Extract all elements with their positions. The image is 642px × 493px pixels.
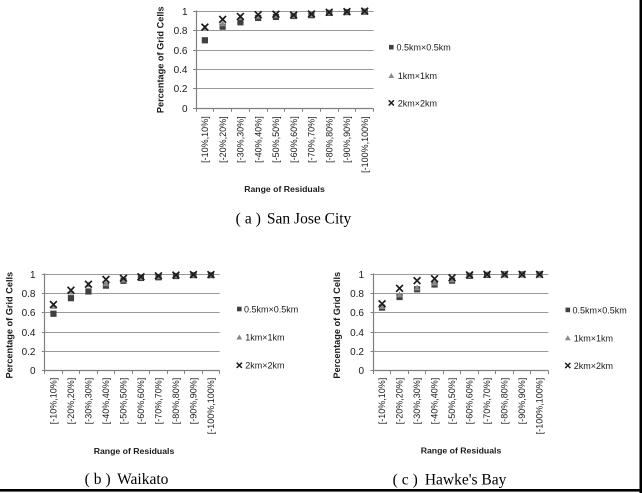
svg-text:[-60%,60%]: [-60%,60%]	[136, 378, 146, 425]
svg-text:0: 0	[182, 104, 188, 115]
svg-text:[-40%,40%]: [-40%,40%]	[430, 378, 440, 425]
svg-text:[-90%,90%]: [-90%,90%]	[517, 378, 527, 425]
svg-text:0.2: 0.2	[174, 84, 188, 95]
svg-text:[-30%,30%]: [-30%,30%]	[84, 378, 94, 425]
svg-text:(c)Hawke's Bay: (c) Hawke's Bay	[393, 472, 507, 489]
svg-text:[-50%,50%]: [-50%,50%]	[271, 116, 281, 163]
svg-text:Percentage of Grid Cells: Percentage of Grid Cells	[155, 6, 165, 113]
svg-text:[-60%,60%]: [-60%,60%]	[465, 378, 475, 425]
svg-text:[-10%,10%]: [-10%,10%]	[49, 378, 59, 425]
svg-text:[-100%,100%]: [-100%,100%]	[206, 378, 216, 435]
svg-text:1km×1km: 1km×1km	[398, 71, 437, 81]
svg-text:1: 1	[358, 270, 364, 281]
svg-text:Percentage of Grid Cells: Percentage of Grid Cells	[4, 272, 14, 379]
svg-text:0.4: 0.4	[350, 328, 364, 339]
svg-text:1km×1km: 1km×1km	[245, 333, 284, 343]
svg-text:2km×2km: 2km×2km	[398, 98, 437, 108]
svg-text:1: 1	[30, 270, 36, 281]
svg-text:1: 1	[182, 7, 188, 18]
svg-text:[-100%,100%]: [-100%,100%]	[360, 116, 370, 173]
svg-text:0.6: 0.6	[174, 46, 188, 57]
svg-text:[-50%,50%]: [-50%,50%]	[119, 378, 129, 425]
svg-text:0.6: 0.6	[22, 308, 36, 319]
svg-text:0.5km×0.5km: 0.5km×0.5km	[573, 305, 627, 315]
svg-text:[-100%,100%]: [-100%,100%]	[535, 378, 545, 435]
svg-text:[-10%,10%]: [-10%,10%]	[200, 116, 210, 163]
svg-text:0: 0	[358, 366, 364, 377]
svg-text:[-20%,20%]: [-20%,20%]	[66, 378, 76, 425]
svg-text:[-80%,80%]: [-80%,80%]	[500, 378, 510, 425]
svg-text:[-20%,20%]: [-20%,20%]	[218, 116, 228, 163]
svg-text:0.5km×0.5km: 0.5km×0.5km	[244, 304, 298, 314]
svg-text:0.4: 0.4	[174, 65, 188, 76]
svg-text:2km×2km: 2km×2km	[245, 361, 284, 371]
svg-text:0.8: 0.8	[350, 289, 364, 300]
svg-text:Range of Residuals: Range of Residuals	[94, 446, 175, 456]
svg-text:0: 0	[30, 366, 36, 377]
svg-text:Range of Residuals: Range of Residuals	[421, 446, 502, 456]
svg-text:[-40%,40%]: [-40%,40%]	[253, 116, 263, 163]
svg-text:(a)San Jose City: (a) San Jose City	[236, 210, 352, 227]
svg-text:[-30%,30%]: [-30%,30%]	[412, 378, 422, 425]
svg-text:Range of Residuals: Range of Residuals	[244, 184, 325, 194]
svg-text:[-90%,90%]: [-90%,90%]	[189, 378, 199, 425]
svg-text:[-80%,80%]: [-80%,80%]	[324, 116, 334, 163]
svg-text:[-70%,70%]: [-70%,70%]	[482, 378, 492, 425]
svg-text:[-40%,40%]: [-40%,40%]	[101, 378, 111, 425]
svg-text:0.5km×0.5km: 0.5km×0.5km	[397, 43, 451, 53]
svg-text:[-70%,70%]: [-70%,70%]	[154, 378, 164, 425]
svg-text:[-30%,30%]: [-30%,30%]	[236, 116, 246, 163]
svg-text:0.8: 0.8	[22, 289, 36, 300]
svg-text:[-60%,60%]: [-60%,60%]	[289, 116, 299, 163]
svg-text:[-80%,80%]: [-80%,80%]	[171, 378, 181, 425]
svg-text:0.6: 0.6	[350, 308, 364, 319]
svg-text:0.4: 0.4	[22, 328, 36, 339]
svg-text:0.8: 0.8	[174, 26, 188, 37]
svg-text:(b)Waikato: (b) Waikato	[85, 471, 169, 488]
svg-text:2km×2km: 2km×2km	[574, 361, 613, 371]
svg-text:[-90%,90%]: [-90%,90%]	[342, 116, 352, 163]
svg-text:Percentage of Grid Cells: Percentage of Grid Cells	[332, 272, 342, 379]
svg-text:[-20%,20%]: [-20%,20%]	[395, 378, 405, 425]
svg-text:[-50%,50%]: [-50%,50%]	[447, 378, 457, 425]
svg-text:[-10%,10%]: [-10%,10%]	[377, 378, 387, 425]
svg-text:[-70%,70%]: [-70%,70%]	[307, 116, 317, 163]
svg-text:0.2: 0.2	[22, 347, 36, 358]
svg-text:1km×1km: 1km×1km	[574, 333, 613, 343]
svg-text:0.2: 0.2	[350, 347, 364, 358]
